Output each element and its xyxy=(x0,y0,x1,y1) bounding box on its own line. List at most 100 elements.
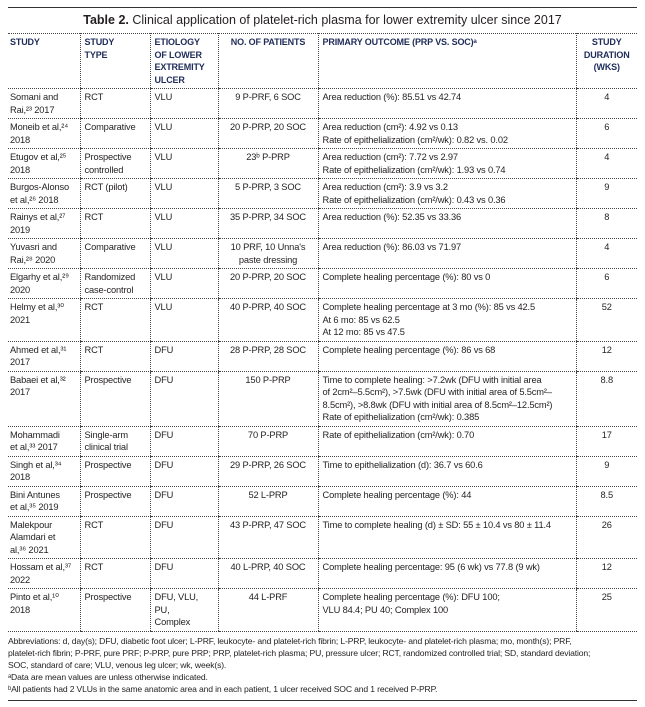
cell-text: 2018 xyxy=(10,164,31,175)
table-row: Yuvasri and Rai,²⁸ 2020 Comparative VLU 10 P… xyxy=(8,238,637,269)
cell-study: Pinto et al,¹⁰ 2018 xyxy=(8,588,80,632)
cell-study-type: Prospective controlled xyxy=(79,148,150,179)
table-row: Mohammadi et al,³³ 2017 Single-arm clinical… xyxy=(8,426,637,457)
cell-text: Area reduction (%): 86.03 vs 71.97 xyxy=(322,242,462,252)
header-study: STUDY xyxy=(8,33,80,89)
footnote: ᵇAll patients had 2 VLUs in the same ana… xyxy=(8,684,438,695)
cell-text: Complete healing percentage at 3 mo (%):… xyxy=(322,302,536,312)
cell-study-duration: 25 xyxy=(575,588,637,632)
cell-study-type: Comparative xyxy=(79,238,150,269)
header-text: EXTREMITY xyxy=(154,62,205,72)
cell-study-duration: 8.8 xyxy=(575,371,637,427)
cell-primary-outcome: Time to complete healing (d) ± SD: 55 ± … xyxy=(317,516,576,559)
cell-text: Single-arm xyxy=(84,429,129,440)
header-text: DURATION xyxy=(583,49,630,60)
cell-study-duration: 9 xyxy=(575,178,637,209)
cell-no-of-patients: 70 P-PRP xyxy=(217,426,318,457)
cell-study-type: RCT xyxy=(79,88,150,119)
cell-text: case-control xyxy=(84,284,134,295)
cell-study-duration: 6 xyxy=(575,268,637,299)
cell-text: et al,³³ 2017 xyxy=(10,442,58,452)
cell-text: Comparative xyxy=(84,242,136,252)
table-row: Moneib et al,²⁴ 2018 Comparative VLU 20 P-PR… xyxy=(8,118,637,149)
cell-etiology: VLU xyxy=(149,208,218,239)
table-row: Malekpour Alamdari et al,³⁶ 2021 RCT DFU 43 P… xyxy=(8,516,637,559)
cell-text: At 12 mo: 85 vs 47.5 xyxy=(322,327,405,337)
cell-text: 2019 xyxy=(10,224,31,235)
cell-etiology: DFU xyxy=(149,341,218,372)
cell-no-of-patients: 10 PRF, 10 Unna's paste dressing xyxy=(217,238,318,269)
cell-primary-outcome: Complete healing percentage (%): 86 vs 6… xyxy=(317,341,576,372)
cell-text: RCT xyxy=(84,302,104,312)
cell-text: 2022 xyxy=(10,574,31,585)
cell-text: Prospective xyxy=(84,592,132,602)
header-text: STUDY xyxy=(10,37,40,47)
cell-etiology: VLU xyxy=(149,268,218,299)
cell-etiology: DFU xyxy=(149,516,218,559)
cell-text: RCT xyxy=(84,212,104,222)
table-row: Pinto et al,¹⁰ 2018 Prospective DFU, VLU, P… xyxy=(8,588,637,632)
cell-text: Rate of epithelialization (cm²/wk): 0.43… xyxy=(322,194,506,205)
cell-etiology: DFU xyxy=(149,426,218,457)
cell-primary-outcome: Complete healing percentage (%): 44 xyxy=(317,486,576,517)
cell-study-duration: 26 xyxy=(575,516,637,559)
cell-text: 2018 xyxy=(10,134,31,145)
cell-etiology: DFU xyxy=(149,456,218,487)
cell-text: 40 P-PRP, 40 SOC xyxy=(230,302,306,312)
cell-no-of-patients: 52 L-PRP xyxy=(217,486,318,517)
cell-text: Rate of epithelialization (cm²/wk): 0.82… xyxy=(322,134,509,145)
cell-study-duration: 8 xyxy=(575,208,637,239)
cell-study-duration: 12 xyxy=(575,341,637,372)
cell-study: Elgarhy et al,²⁹ 2020 xyxy=(8,268,80,299)
cell-text: DFU xyxy=(154,519,174,530)
table-row: Hossam et al,³⁷ 2022 RCT DFU 40 L-PRP, 40 SO… xyxy=(8,558,637,589)
cell-text: Elgarhy et al,²⁹ xyxy=(10,272,69,282)
cell-study-type: Single-arm clinical trial xyxy=(79,426,150,457)
cell-etiology: DFU xyxy=(149,486,218,517)
cell-no-of-patients: 5 P-PRP, 3 SOC xyxy=(217,178,318,209)
table-row: Burgos-Alonso et al,²⁶ 2018 RCT (pilot) VLU… xyxy=(8,178,637,209)
table-title: Table 2. Clinical application of platele… xyxy=(8,8,637,33)
header-text: PRIMARY OUTCOME (PRP VS. SOC)ᵃ xyxy=(322,37,477,47)
header-text: STUDY xyxy=(84,37,115,47)
cell-text: 26 xyxy=(601,519,612,530)
cell-no-of-patients: 20 P-PRP, 20 SOC xyxy=(217,268,318,299)
header-text: STUDY xyxy=(591,37,622,47)
cell-text: Ahmed et al,³¹ xyxy=(10,344,67,355)
header-text: OF LOWER xyxy=(154,49,202,60)
cell-text: 150 P-PRP xyxy=(245,374,291,385)
cell-text: 25 xyxy=(601,592,612,602)
table-row: Singh et al,³⁴ 2018 Prospective DFU 29 P-PRP… xyxy=(8,456,637,487)
cell-study-duration: 6 xyxy=(575,118,637,149)
cell-no-of-patients: 23ᵇ P-PRP xyxy=(217,148,318,179)
table-row: Rainys et al,²⁷ 2019 RCT VLU 35 P-PRP, 34 SO… xyxy=(8,208,637,239)
cell-study-duration: 4 xyxy=(575,148,637,179)
cell-text: VLU xyxy=(154,212,173,222)
cell-study-type: Comparative xyxy=(79,118,150,149)
header-text: ULCER xyxy=(154,74,185,85)
cell-text: At 6 mo: 85 vs 62.5 xyxy=(322,314,400,325)
cell-text: Babaei et al,³² xyxy=(10,374,66,385)
cell-text: Rai,²³ 2017 xyxy=(10,104,55,115)
bottom-rule xyxy=(8,699,637,701)
abbreviations-line: SOC, standard of care; VLU, venous leg u… xyxy=(8,659,227,670)
cell-study-type: Prospective xyxy=(79,371,150,427)
cell-primary-outcome: Complete healing percentage (%): 80 vs 0 xyxy=(317,268,576,299)
cell-study-duration: 52 xyxy=(575,298,637,342)
cell-etiology: DFU, VLU, PU, Complex xyxy=(149,588,218,632)
cell-text: 4 xyxy=(604,242,610,252)
cell-text: Time to complete healing: >7.2wk (DFU wi… xyxy=(322,374,542,385)
cell-study-duration: 9 xyxy=(575,456,637,487)
cell-text: Pinto et al,¹⁰ xyxy=(10,592,59,602)
cell-text: Alamdari et xyxy=(10,532,56,542)
table-footnotes: Abbreviations: d, day(s); DFU, diabetic … xyxy=(8,632,637,700)
cell-text: Rate of epithelialization (cm²/wk): 0.38… xyxy=(322,412,480,422)
cell-text: Complete healing percentage (%): 80 vs 0 xyxy=(322,272,491,282)
cell-study-duration: 8.5 xyxy=(575,486,637,517)
table-row: Somani and Rai,²³ 2017 RCT VLU 9 P-PRF, 6 SO… xyxy=(8,88,637,119)
cell-text: 6 xyxy=(604,122,610,132)
cell-etiology: VLU xyxy=(149,238,218,269)
cell-text: et al,³⁵ 2019 xyxy=(10,502,59,512)
header-study-type: STUDY TYPE xyxy=(79,33,150,89)
cell-text: DFU xyxy=(154,459,174,470)
